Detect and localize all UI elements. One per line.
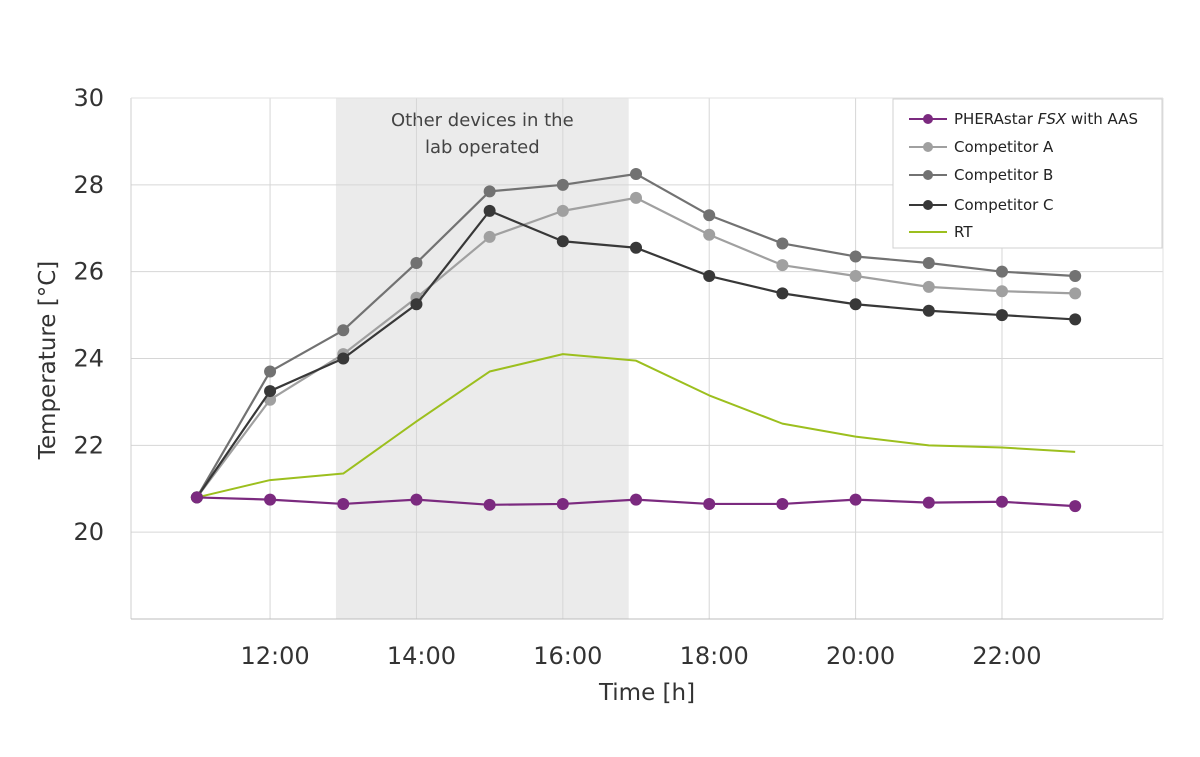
data-point (1069, 500, 1082, 513)
data-point (630, 167, 643, 180)
data-point (703, 270, 716, 283)
series-pherastar (190, 491, 1082, 513)
y-axis-title: Temperature [°C] (35, 261, 61, 461)
x-tick-label: 12:00 (240, 642, 309, 670)
data-point (483, 204, 496, 217)
legend-box (892, 98, 1163, 249)
legend: PHERAstar FSX with AAS Competitor A Compet… (892, 98, 1163, 249)
data-point (776, 287, 789, 300)
data-point (849, 493, 862, 506)
data-point (337, 497, 350, 510)
y-tick-label: 22 (73, 431, 104, 459)
data-point (483, 230, 496, 243)
data-point (264, 385, 277, 398)
highlight-label-line: lab operated (425, 137, 540, 158)
data-point (556, 235, 569, 248)
data-point (703, 209, 716, 222)
legend-swatch-marker (923, 142, 933, 152)
data-point (264, 365, 277, 378)
x-tick-label: 22:00 (972, 642, 1041, 670)
data-point (703, 228, 716, 241)
data-point (922, 304, 935, 317)
series-competitor-c (190, 204, 1082, 504)
legend-label: PHERAstar FSX with AAS (954, 110, 1138, 128)
legend-label: RT (954, 223, 973, 241)
y-tick-label: 30 (73, 84, 104, 112)
axes: 20 22 24 26 28 30 12:00 14:00 16:00 18:00 20:00 22:… (73, 84, 1164, 670)
data-point (776, 497, 789, 510)
data-point (410, 298, 423, 311)
data-point (922, 496, 935, 509)
data-point (630, 493, 643, 506)
data-point (995, 309, 1008, 322)
data-point (556, 497, 569, 510)
y-tick-label: 20 (73, 518, 104, 546)
data-point (264, 493, 277, 506)
data-point (703, 497, 716, 510)
data-point (849, 270, 862, 283)
data-point (995, 285, 1008, 298)
x-axis-title: Time [h] (598, 680, 695, 706)
series-line (195, 209, 1076, 499)
legend-label: Competitor A (954, 138, 1054, 156)
x-tick-label: 14:00 (387, 642, 456, 670)
data-point (922, 256, 935, 269)
y-tick-label: 26 (73, 258, 104, 286)
data-point (1069, 313, 1082, 326)
data-point (630, 241, 643, 254)
data-point (849, 298, 862, 311)
data-point (483, 185, 496, 198)
y-tick-label: 28 (73, 171, 104, 199)
data-point (483, 498, 496, 511)
y-tick-label: 24 (73, 345, 104, 373)
data-point (337, 352, 350, 365)
data-point (776, 259, 789, 272)
data-point (410, 493, 423, 506)
series-rt (196, 353, 1076, 499)
data-point (190, 491, 203, 504)
data-point (776, 237, 789, 250)
series-line (196, 353, 1076, 499)
legend-swatch-marker (923, 114, 933, 124)
data-point (1069, 270, 1082, 283)
data-point (995, 495, 1008, 508)
legend-label: Competitor C (954, 196, 1054, 214)
data-point (337, 324, 350, 337)
data-point (1069, 287, 1082, 300)
x-tick-label: 16:00 (533, 642, 602, 670)
data-point (556, 204, 569, 217)
data-point (995, 265, 1008, 278)
legend-label: Competitor B (954, 166, 1053, 184)
legend-swatch-marker (923, 200, 933, 210)
legend-swatch-marker (923, 170, 933, 180)
series-group (190, 167, 1082, 513)
data-point (922, 280, 935, 293)
data-point (556, 178, 569, 191)
data-point (630, 191, 643, 204)
highlight-label-line: Other devices in the (391, 110, 574, 131)
data-point (849, 250, 862, 263)
x-tick-label: 18:00 (680, 642, 749, 670)
x-tick-label: 20:00 (826, 642, 895, 670)
data-point (410, 256, 423, 269)
